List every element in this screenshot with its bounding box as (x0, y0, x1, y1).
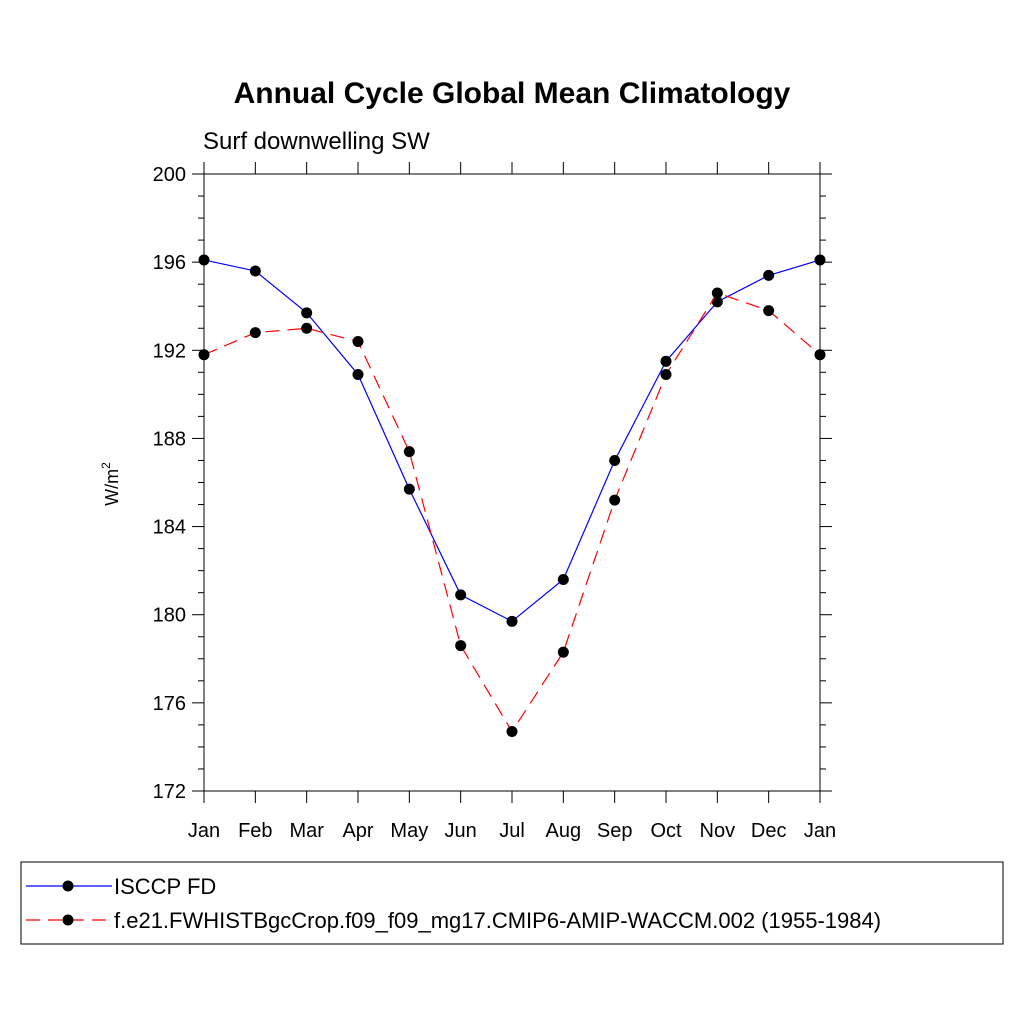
x-tick-label: Jan (188, 820, 220, 842)
data-point (711, 287, 723, 299)
legend-item: f.e21.FWHISTBgcCrop.f09_f09_mg17.CMIP6-A… (26, 908, 881, 933)
data-point (249, 327, 261, 339)
data-point (660, 355, 672, 367)
chart-subtitle: Surf downwelling SW (203, 128, 430, 155)
plot-area-frame (203, 173, 821, 792)
data-point (198, 254, 210, 266)
series-line (203, 259, 821, 623)
y-tick-label: 172 (153, 781, 186, 803)
data-point (198, 349, 210, 361)
y-tick-label: 184 (153, 517, 186, 539)
series-line (203, 292, 821, 733)
legend-marker (62, 914, 74, 926)
x-tick-label: Sep (597, 820, 633, 842)
data-point (557, 646, 569, 658)
data-point (506, 726, 518, 738)
x-tick-label: Feb (238, 820, 272, 842)
data-point (814, 254, 826, 266)
legend-item: ISCCP FD (26, 874, 216, 899)
y-tick-label: 180 (153, 605, 186, 627)
x-tick-label: Mar (289, 820, 324, 842)
data-point (711, 296, 723, 308)
data-point (249, 265, 261, 277)
data-point (609, 454, 621, 466)
data-point (301, 322, 313, 334)
legend-label: f.e21.FWHISTBgcCrop.f09_f09_mg17.CMIP6-A… (114, 908, 881, 933)
data-point (301, 307, 313, 319)
legend: ISCCP FD f.e21.FWHISTBgcCrop.f09_f09_mg17… (26, 874, 881, 933)
x-tick-label: Jun (445, 820, 477, 842)
series-2 (198, 287, 826, 738)
x-tick-label: Aug (546, 820, 582, 842)
data-point (455, 640, 467, 652)
x-tick-label: Oct (650, 820, 682, 842)
y-axis-label-superscript: 2 (99, 462, 113, 469)
data-point (506, 615, 518, 627)
y-axis-tick-labels: 172 176 180 184 188 192 196 200 (153, 164, 186, 803)
series-1 (198, 254, 826, 627)
data-point (403, 483, 415, 495)
x-tick-label: Jan (804, 820, 836, 842)
axis-ticks (192, 162, 832, 803)
x-tick-label: May (390, 820, 428, 842)
data-point (455, 589, 467, 601)
data-point (352, 335, 364, 347)
x-tick-label: Nov (700, 820, 736, 842)
data-point (557, 573, 569, 585)
y-axis-label: W/m2 (99, 462, 122, 506)
data-point (763, 305, 775, 317)
y-tick-label: 200 (153, 164, 186, 186)
legend-marker (62, 880, 74, 892)
y-axis-label-text: W/m (102, 469, 122, 506)
x-tick-label: Jul (499, 820, 525, 842)
chart-title: Annual Cycle Global Mean Climatology (234, 77, 791, 110)
x-tick-label: Apr (342, 820, 373, 842)
x-axis-tick-labels: Jan Feb Mar Apr May Jun Jul Aug Sep Oct Nov Dec Jan (188, 820, 836, 842)
y-tick-label: 176 (153, 693, 186, 715)
y-tick-label: 196 (153, 252, 186, 274)
legend-label: ISCCP FD (114, 874, 216, 899)
data-point (352, 369, 364, 381)
data-point (763, 269, 775, 281)
y-tick-label: 192 (153, 340, 186, 362)
series-layer (198, 254, 826, 738)
x-tick-label: Dec (751, 820, 787, 842)
legend-box (20, 861, 1004, 945)
data-point (609, 494, 621, 506)
data-point (403, 446, 415, 458)
data-point (814, 349, 826, 361)
data-point (660, 369, 672, 381)
y-tick-label: 188 (153, 428, 186, 450)
